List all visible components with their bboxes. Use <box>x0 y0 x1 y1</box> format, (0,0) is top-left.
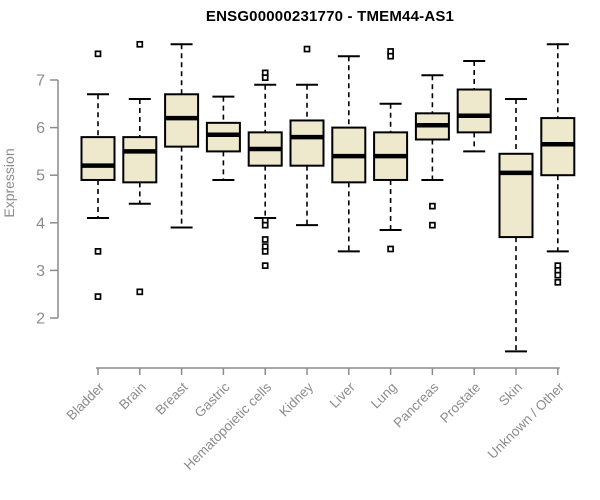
box-kidney <box>289 119 325 167</box>
outlier-point <box>94 248 102 255</box>
y-tick-label: 3 <box>36 263 45 280</box>
outlier-point <box>429 202 436 210</box>
x-tick-label: Liver <box>327 379 359 411</box>
x-tick-label: Bladder <box>64 379 108 423</box>
box-skin <box>498 152 534 239</box>
outlier-point <box>261 236 269 243</box>
x-tick-label: Unknown / Other <box>485 379 568 462</box>
y-tick-label: 6 <box>36 120 45 137</box>
chart-title: ENSG00000231770 - TMEM44-AS1 <box>205 8 455 25</box>
outlier-point <box>261 74 269 81</box>
outlier-point <box>429 221 436 229</box>
outlier-point <box>387 245 394 253</box>
box-breast <box>164 93 200 148</box>
outlier-point <box>261 221 269 229</box>
y-tick-label: 2 <box>36 311 45 328</box>
outlier-point <box>261 248 269 255</box>
box-unknown-other <box>540 117 576 177</box>
box-bladder <box>80 136 116 181</box>
box-prostate <box>456 88 492 134</box>
x-tick-label: Breast <box>153 379 191 417</box>
y-tick-label: 5 <box>36 168 45 185</box>
x-tick-label: Pancreas <box>391 379 442 430</box>
x-tick-label: Kidney <box>276 379 316 419</box>
outlier-point <box>94 293 102 300</box>
x-tick-label: Lung <box>368 380 400 412</box>
outlier-point <box>136 40 144 48</box>
outlier-point <box>136 288 144 296</box>
outlier-point <box>554 271 562 279</box>
outlier-point <box>387 52 394 60</box>
outlier-point <box>554 278 562 286</box>
x-tick-label: Brain <box>116 380 149 413</box>
outlier-point <box>94 50 102 58</box>
y-tick-label: 4 <box>36 215 45 232</box>
x-tick-label: Prostate <box>437 380 483 426</box>
y-tick-label: 7 <box>36 73 45 90</box>
x-tick-label: Skin <box>496 380 525 409</box>
x-tick-label: Gastric <box>192 379 233 420</box>
outlier-point <box>303 45 311 53</box>
outlier-point <box>261 262 269 269</box>
box-brain <box>122 136 158 184</box>
box-gastric <box>205 121 241 153</box>
